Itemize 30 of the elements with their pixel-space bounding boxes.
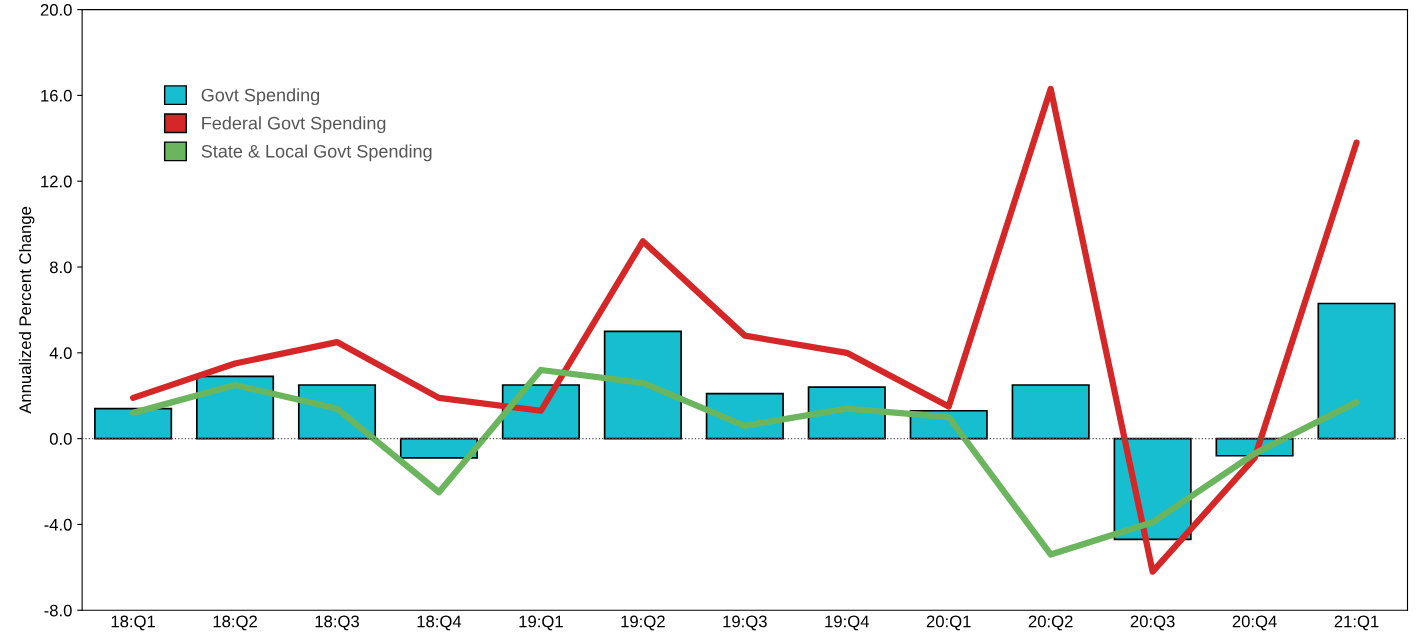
bar [94, 407, 173, 440]
x-tick-label: 21:Q1 [1334, 615, 1379, 631]
x-tick-label: 20:Q3 [1130, 615, 1175, 631]
x-tick-label: 19:Q2 [621, 615, 665, 631]
y-tick-label: 20.0 [40, 3, 72, 16]
x-tick-label: 18:Q2 [213, 615, 257, 631]
y-axis-title: Annualized Percent Change [18, 206, 35, 414]
x-tick-label: 20:Q4 [1232, 615, 1277, 631]
x-tick-label: 18:Q3 [315, 615, 359, 631]
legend-label: Federal Govt Spending [202, 116, 386, 134]
bar [399, 437, 479, 459]
x-tick-label: 19:Q1 [519, 615, 563, 631]
y-tick-label: 0.0 [49, 433, 72, 445]
x-tick-label: 18:Q4 [417, 615, 462, 631]
x-tick-label: 18:Q1 [111, 615, 155, 631]
y-tick-label: 12.0 [41, 175, 72, 188]
bar [603, 330, 682, 440]
y-tick-label: -4.0 [44, 518, 72, 531]
x-tick-label: 19:Q3 [723, 615, 767, 631]
bar [1011, 384, 1090, 440]
legend-label: Govt Spending [201, 88, 320, 105]
x-tick-label: 20:Q2 [1028, 615, 1073, 631]
y-tick-label: -8.0 [44, 604, 72, 617]
x-tick-label: 20:Q1 [926, 615, 971, 631]
x-tick-label: 19:Q4 [825, 615, 869, 631]
y-tick-label: 4.0 [49, 347, 72, 360]
bar [1317, 302, 1396, 440]
y-tick-label: 8.0 [49, 261, 72, 274]
legend-label: State & Local Govt Spending [201, 144, 432, 162]
y-tick-label: 16.0 [41, 89, 72, 102]
